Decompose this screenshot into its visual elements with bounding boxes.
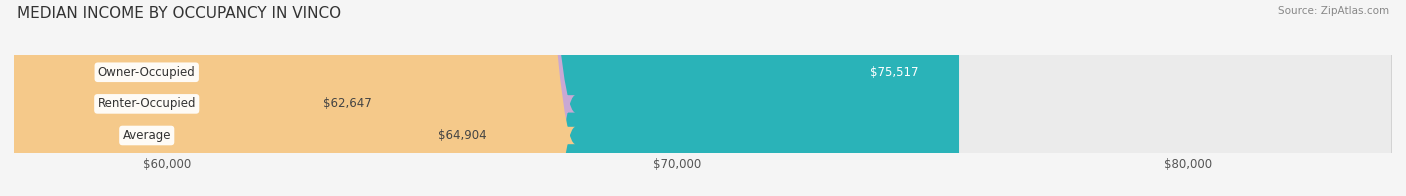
Text: $75,517: $75,517 [870,66,918,79]
Text: MEDIAN INCOME BY OCCUPANCY IN VINCO: MEDIAN INCOME BY OCCUPANCY IN VINCO [17,6,342,21]
Text: Source: ZipAtlas.com: Source: ZipAtlas.com [1278,6,1389,16]
FancyBboxPatch shape [14,0,959,196]
Text: Owner-Occupied: Owner-Occupied [98,66,195,79]
FancyBboxPatch shape [0,0,575,196]
FancyBboxPatch shape [0,0,575,196]
FancyBboxPatch shape [14,0,1392,196]
Text: Renter-Occupied: Renter-Occupied [97,97,195,110]
Text: Average: Average [122,129,172,142]
FancyBboxPatch shape [14,0,1392,196]
Text: $64,904: $64,904 [437,129,486,142]
Text: $62,647: $62,647 [322,97,371,110]
FancyBboxPatch shape [14,0,1392,196]
